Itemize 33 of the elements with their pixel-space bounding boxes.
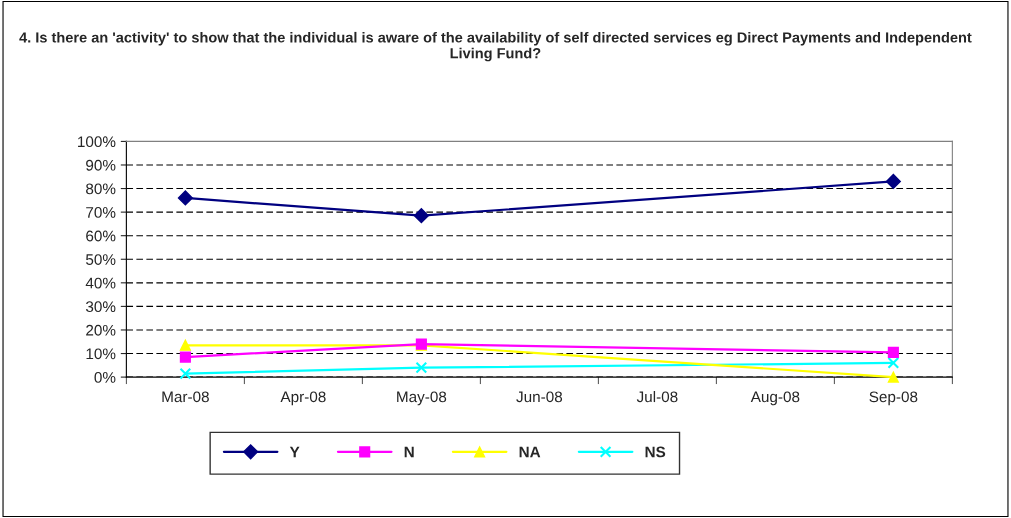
y-tick-label: 40% — [85, 277, 116, 289]
point — [885, 173, 901, 190]
y-tick-label: 100% — [78, 136, 116, 148]
point — [887, 371, 899, 383]
point — [179, 351, 191, 363]
point — [177, 190, 193, 206]
y-tick-label: 50% — [85, 254, 116, 265]
legend-label: Y — [289, 446, 300, 458]
point — [887, 346, 899, 358]
y-tick-label: 30% — [85, 301, 116, 313]
y-tick-label: 0% — [94, 371, 116, 383]
y-tick-label: 10% — [86, 348, 116, 360]
y-tick-label: 20% — [86, 324, 116, 336]
point — [413, 208, 429, 224]
chart-title: 4. Is there an 'activity' to show that the individual is aware of the availability of self directed services eg Direct Payments and Independent Living Fund? — [19, 31, 972, 62]
x-tick-label: May-08 — [397, 391, 447, 406]
point — [179, 339, 191, 351]
x-tick-label: Mar-08 — [162, 391, 209, 403]
x-tick-label: Sep-08 — [869, 391, 918, 406]
x-tick-label: Jun-08 — [516, 391, 563, 403]
x-tick-label: Jul-08 — [636, 390, 678, 403]
y-tick-label: 90% — [86, 159, 116, 171]
y-tick-label: 60% — [86, 230, 116, 242]
legend-label: NA — [519, 446, 541, 458]
y-tick-label: 70% — [86, 206, 116, 218]
legend-label: N — [404, 446, 414, 458]
x-tick-label: Apr-08 — [280, 391, 326, 406]
point — [887, 357, 900, 369]
point — [415, 361, 428, 374]
y-tick-label: 80% — [86, 183, 116, 195]
x-tick-label: Aug-08 — [750, 391, 800, 406]
point — [179, 367, 192, 380]
legend-label: NS — [645, 446, 666, 458]
